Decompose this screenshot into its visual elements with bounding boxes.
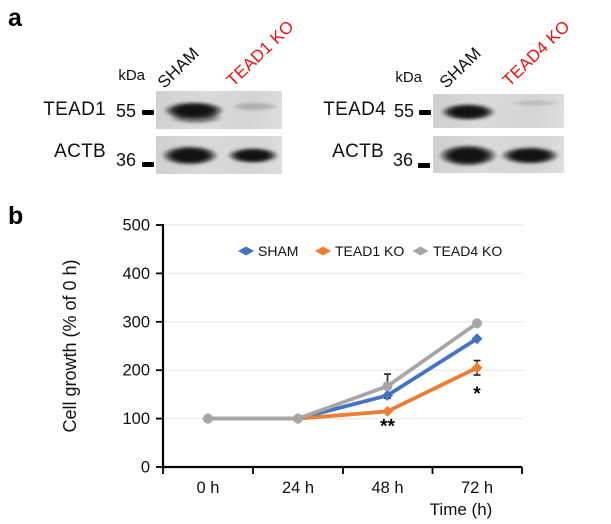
y-tick-label: 300 (122, 313, 150, 331)
y-tick-label: 200 (122, 362, 150, 380)
x-tick-label: 0 h (197, 479, 220, 497)
marker-36-right: 36 (392, 150, 413, 170)
protein-label-actb-left: ACTB (54, 141, 106, 162)
legend-label: TEAD4 KO (433, 243, 502, 259)
band-actb-ko-left (226, 147, 280, 164)
marker-tick (419, 110, 431, 115)
marker-55-left: 55 (115, 101, 136, 121)
marker-tead4-ko (382, 381, 393, 392)
significance-1-star: * (473, 384, 481, 405)
series-line-tead4-ko (206, 321, 479, 421)
x-tick-label: 48 h (371, 479, 403, 497)
panel-b-label: b (8, 202, 24, 230)
lane-label-tead4-ko: TEAD4 KO (498, 16, 574, 90)
y-tick-label: 500 (122, 217, 150, 235)
x-axis-title: Time (h) (430, 500, 493, 519)
marker-sham (471, 333, 483, 345)
y-axis-title: Cell growth (% of 0 h) (60, 259, 80, 432)
legend-label: TEAD1 KO (335, 243, 404, 259)
marker-tick (142, 162, 154, 167)
marker-55-right: 55 (393, 101, 414, 121)
blot-image-actb-right (433, 136, 564, 173)
blot-image-tead1 (156, 91, 282, 129)
lane-label-sham-left: SHAM (153, 43, 203, 92)
x-tick-label: 24 h (282, 479, 314, 497)
protein-label-tead4: TEAD4 (323, 99, 386, 120)
band-tead1-ko-faint (230, 102, 280, 111)
marker-tead4-ko (472, 318, 482, 329)
band-tead4-sham (439, 103, 497, 121)
x-tick-label: 72 h (461, 479, 493, 497)
marker-36-left: 36 (115, 150, 136, 170)
protein-label-actb-right: ACTB (332, 141, 384, 162)
blot-image-actb-left (156, 136, 282, 174)
kda-unit-label: kDa (395, 69, 422, 86)
blot-image-tead4 (433, 94, 564, 128)
y-tick-label: 100 (122, 410, 150, 428)
kda-unit-label: kDa (118, 67, 145, 84)
marker-tead4-ko (293, 413, 303, 424)
marker-tead4-ko (203, 413, 213, 424)
lane-label-sham-right: SHAM (435, 43, 485, 92)
legend-marker-sham (238, 246, 254, 256)
band-actb-ko-right (499, 146, 561, 165)
legend-marker-tead1-ko (315, 246, 331, 256)
legend-label: SHAM (258, 243, 298, 259)
lane-label-tead1-ko: TEAD1 KO (222, 16, 298, 90)
marker-tick (418, 163, 430, 168)
legend-marker-tead4-ko (412, 246, 429, 256)
series-line-tead1-ko (206, 365, 479, 421)
band-actb-sham-right (437, 144, 499, 167)
y-tick-label: 0 (141, 459, 150, 477)
band-tead4-ko-trace (509, 100, 561, 106)
y-tick-label: 400 (122, 265, 150, 283)
protein-label-tead1: TEAD1 (43, 99, 106, 120)
marker-sham (382, 389, 393, 401)
marker-tick (142, 110, 154, 115)
panel-a-label: a (8, 4, 22, 32)
significance-2-star: ** (380, 416, 395, 437)
band-actb-sham-left (160, 145, 220, 166)
cell-growth-chart: 0 100 200 300 400 500 0 h 24 h 48 h 72 h Time (h) C… (60, 217, 523, 519)
band-tead1-sham-smear (168, 111, 224, 124)
marker-tead1-ko (471, 362, 483, 374)
marker-tead1-ko (382, 405, 393, 417)
